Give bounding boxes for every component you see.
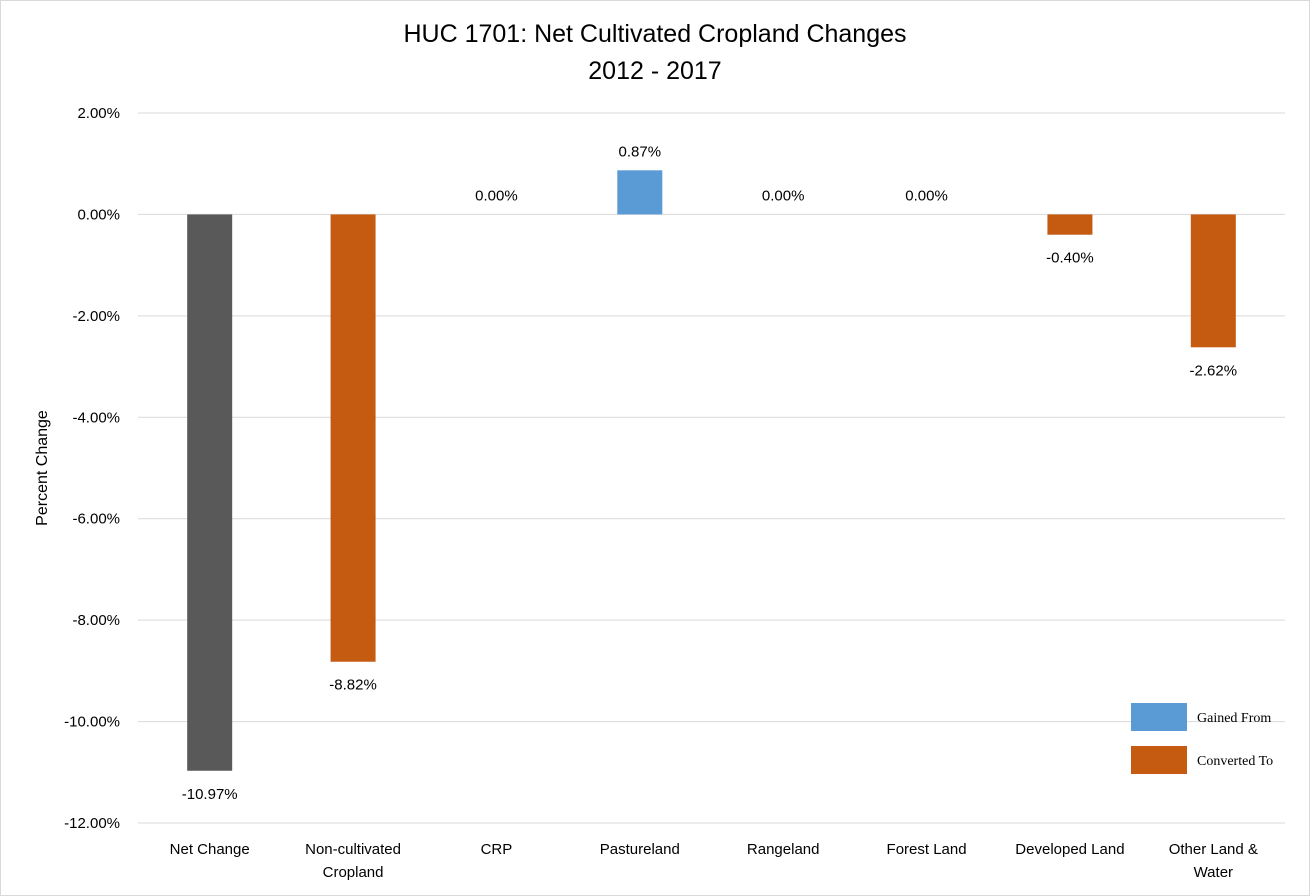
legend-swatch [1131, 703, 1187, 731]
y-tick-label: -10.00% [64, 714, 120, 731]
data-label: -2.62% [1190, 362, 1238, 379]
x-tick-label: Non-cultivated [305, 841, 401, 858]
x-tick-label: Net Change [170, 841, 250, 858]
data-label: 0.00% [762, 187, 805, 204]
bar [187, 214, 233, 771]
y-tick-label: 0.00% [77, 206, 120, 223]
chart-title: HUC 1701: Net Cultivated Cropland Change… [403, 20, 907, 48]
x-tick-label: Rangeland [747, 841, 820, 858]
bar [1047, 214, 1093, 235]
x-tick-label: Cropland [323, 864, 384, 881]
data-label: 0.00% [475, 187, 518, 204]
data-label: -8.82% [329, 677, 377, 694]
x-tick-label: Developed Land [1015, 841, 1124, 858]
data-label: 0.00% [905, 187, 948, 204]
bar [1190, 214, 1236, 348]
y-tick-label: -6.00% [72, 511, 120, 528]
x-tick-label: CRP [481, 841, 513, 858]
y-axis-label: Percent Change [34, 410, 51, 526]
data-label: -10.97% [182, 786, 238, 803]
x-tick-label: Water [1194, 864, 1233, 881]
legend-swatch [1131, 746, 1187, 774]
bar [617, 170, 663, 215]
y-tick-label: -2.00% [72, 308, 120, 325]
x-tick-label: Forest Land [887, 841, 967, 858]
data-label: -0.40% [1046, 250, 1094, 267]
y-tick-label: -4.00% [72, 409, 120, 426]
legend-label: Gained From [1197, 711, 1271, 726]
y-tick-label: -8.00% [72, 612, 120, 629]
x-tick-label: Other Land & [1169, 841, 1258, 858]
y-tick-label: -12.00% [64, 815, 120, 832]
chart-subtitle: 2012 - 2017 [588, 57, 722, 85]
legend-label: Converted To [1197, 754, 1273, 769]
data-label: 0.87% [619, 143, 662, 160]
bar [330, 214, 376, 662]
y-tick-label: 2.00% [77, 105, 120, 122]
x-tick-label: Pastureland [600, 841, 680, 858]
